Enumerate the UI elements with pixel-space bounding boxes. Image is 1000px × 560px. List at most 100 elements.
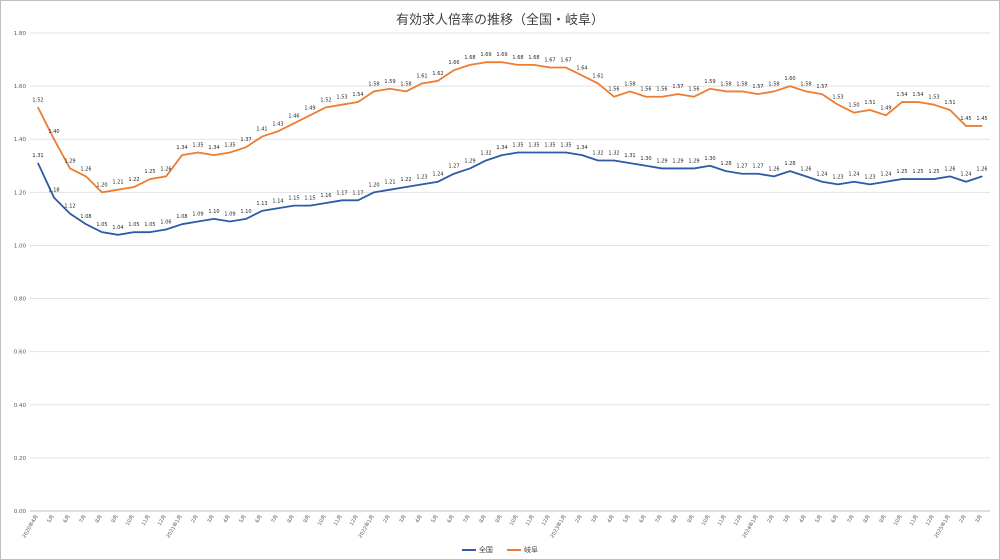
data-label: 1.09: [224, 212, 235, 218]
data-point: [725, 90, 727, 93]
data-point: [741, 173, 743, 175]
x-tick-label: 2025年1月: [933, 514, 952, 540]
data-point: [581, 74, 583, 77]
x-tick-label: 9月: [494, 514, 503, 524]
x-tick-label: 5月: [238, 514, 247, 524]
data-point: [37, 106, 39, 108]
data-point: [613, 159, 615, 162]
data-label: 1.56: [640, 87, 651, 93]
data-label: 1.16: [320, 193, 331, 199]
data-label: 1.17: [336, 190, 347, 196]
data-point: [885, 181, 887, 183]
data-point: [53, 138, 55, 140]
data-point: [421, 82, 423, 85]
y-tick-label: 1.20: [14, 190, 27, 196]
data-point: [917, 101, 919, 103]
data-label: 1.24: [880, 172, 891, 178]
data-label: 1.20: [368, 182, 379, 188]
y-tick-label: 1.40: [14, 137, 27, 143]
data-point: [133, 186, 135, 188]
x-tick-label: 10月: [125, 514, 136, 527]
data-label: 1.57: [752, 84, 763, 90]
x-tick-label: 5月: [430, 514, 439, 524]
data-label: 1.23: [864, 174, 875, 180]
data-point: [309, 114, 311, 116]
data-point: [725, 170, 727, 172]
data-point: [245, 146, 247, 148]
data-label: 1.35: [512, 143, 523, 149]
x-tick-label: 2023年1月: [549, 514, 568, 540]
data-point: [837, 183, 839, 185]
data-label: 1.26: [944, 166, 955, 172]
data-point: [181, 154, 183, 156]
data-point: [277, 207, 279, 209]
legend-item-series-1: 岐阜: [507, 545, 538, 555]
data-point: [565, 66, 567, 69]
data-label: 1.35: [192, 143, 203, 149]
data-point: [869, 109, 871, 111]
data-label: 1.27: [736, 164, 747, 170]
data-label: 1.53: [336, 95, 347, 101]
data-label: 1.58: [400, 81, 411, 87]
data-label: 1.21: [112, 180, 123, 186]
x-tick-label: 9月: [110, 514, 119, 524]
data-point: [37, 162, 39, 164]
data-point: [229, 220, 231, 223]
data-label: 1.49: [880, 105, 891, 111]
data-point: [325, 106, 327, 108]
data-point: [245, 218, 247, 220]
data-label: 1.58: [624, 81, 635, 87]
data-label: 1.54: [896, 92, 907, 98]
data-label: 1.59: [384, 79, 395, 85]
data-label: 1.29: [672, 158, 683, 164]
data-point: [437, 80, 439, 82]
data-label: 1.52: [320, 97, 331, 103]
x-tick-label: 7月: [78, 514, 87, 524]
data-label: 1.40: [48, 129, 59, 135]
x-tick-label: 3月: [206, 514, 215, 524]
data-label: 1.68: [512, 55, 523, 61]
data-point: [261, 135, 263, 138]
data-point: [437, 181, 439, 183]
data-point: [197, 151, 199, 154]
data-point: [341, 199, 343, 201]
data-label: 1.56: [608, 87, 619, 93]
data-label: 1.58: [800, 81, 811, 87]
data-label: 1.51: [944, 100, 955, 106]
x-tick-label: 11月: [717, 514, 728, 527]
x-tick-label: 12月: [925, 514, 936, 527]
data-label: 1.67: [560, 58, 571, 64]
data-point: [709, 165, 711, 167]
data-point: [677, 93, 679, 95]
data-point: [149, 231, 151, 233]
data-point: [405, 186, 407, 188]
data-point: [821, 181, 823, 183]
data-point: [373, 90, 375, 93]
data-point: [773, 175, 775, 177]
data-point: [837, 104, 839, 106]
series-line-0: [37, 151, 983, 236]
data-point: [501, 154, 503, 156]
data-point: [805, 90, 807, 93]
data-point: [421, 183, 423, 185]
legend-label-series-1: 岐阜: [524, 546, 539, 554]
data-point: [869, 183, 871, 185]
data-label: 1.58: [368, 81, 379, 87]
x-tick-label: 6月: [254, 514, 263, 524]
data-label: 1.26: [800, 166, 811, 172]
y-tick-label: 0.80: [14, 297, 27, 303]
data-label: 1.56: [688, 87, 699, 93]
data-label: 1.45: [976, 116, 987, 122]
x-tick-label: 8月: [670, 514, 679, 524]
data-label: 1.68: [464, 55, 475, 61]
y-tick-label: 1.00: [14, 243, 27, 249]
data-point: [757, 93, 759, 95]
data-label: 1.25: [896, 169, 907, 175]
x-tick-label: 10月: [701, 514, 712, 527]
data-label: 1.49: [304, 105, 315, 111]
data-label: 1.28: [720, 161, 731, 167]
legend-label-series-0: 全国: [478, 546, 493, 554]
data-label: 1.69: [496, 52, 507, 58]
data-point: [293, 205, 295, 207]
x-tick-label: 11月: [525, 514, 536, 527]
